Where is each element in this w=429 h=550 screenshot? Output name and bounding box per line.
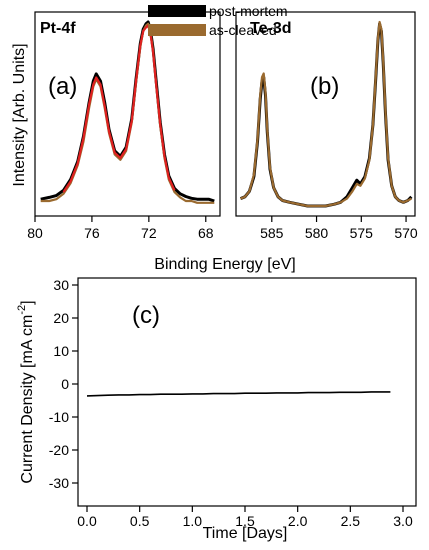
panel-b: 585 580 575 570 Te-3d (b) (235, 11, 418, 241)
panel-a-label: (a) (48, 73, 77, 100)
y-tick-label: -30 (49, 475, 69, 491)
series-line (62, 24, 176, 193)
panel-c-y-axis-label-main: Current Density [mA cm (19, 315, 36, 484)
y-tick-label: 10 (53, 343, 69, 359)
x-tick-label: 575 (350, 225, 374, 241)
x-tick-label: 72 (141, 225, 157, 241)
series-line (240, 20, 412, 208)
x-tick-label: 1.0 (183, 513, 203, 529)
panel-c-y-axis-label-sup: -2 (16, 305, 28, 315)
panel-c-frame (77, 277, 417, 507)
x-tick-label: 0.5 (130, 513, 150, 529)
panel-c-series (86, 391, 391, 397)
x-tick-label: 585 (260, 225, 284, 241)
x-tick-label: 580 (305, 225, 329, 241)
top-x-axis-label: Binding Energy [eV] (154, 256, 295, 273)
panel-a-frame (34, 11, 221, 217)
legend-entry-post-mortem: post-mortem (209, 3, 288, 19)
x-tick-label: 76 (84, 225, 100, 241)
y-tick-label: 0 (61, 376, 69, 392)
x-tick-label: 570 (394, 225, 418, 241)
panel-c-x-axis-label: Time [Days] (203, 525, 288, 542)
top-y-axis-label: Intensity [Arb. Units] (11, 43, 28, 186)
x-tick-label: 1.5 (235, 513, 255, 529)
legend-swatch-as-cleaved (148, 24, 206, 36)
x-tick-label: 2.0 (288, 513, 308, 529)
y-tick-label: -20 (49, 442, 69, 458)
legend: post-mortem as-cleaved (148, 3, 288, 38)
panel-b-series (239, 20, 413, 208)
panel-c-ticks: 0.0 0.5 1.0 1.5 2.0 2.5 3.0 30 20 10 0 -10 -20 -30 (49, 277, 413, 529)
y-tick-label: 20 (53, 310, 69, 326)
series-line (86, 391, 391, 397)
legend-swatch-post-mortem (148, 5, 206, 17)
y-tick-label: 30 (53, 277, 69, 293)
x-tick-label: 80 (27, 225, 43, 241)
panel-b-x-ticks: 585 580 575 570 (260, 216, 418, 241)
panel-b-frame (235, 11, 416, 217)
panel-a: 80 76 72 68 Pt-4f (a) (27, 11, 221, 241)
x-tick-label: 0.0 (77, 513, 97, 529)
panel-a-element-label: Pt-4f (40, 20, 76, 37)
panel-c: 0.0 0.5 1.0 1.5 2.0 2.5 3.0 30 20 10 0 -10 -20 -30 (c… (16, 277, 417, 542)
legend-entry-as-cleaved: as-cleaved (209, 22, 277, 38)
panel-a-series (40, 20, 215, 204)
panel-b-label: (b) (310, 73, 339, 100)
x-tick-label: 68 (198, 225, 214, 241)
series-line (40, 20, 215, 203)
panel-c-y-axis-label: Current Density [mA cm-2] (16, 300, 36, 483)
panel-c-label: (c) (132, 302, 160, 329)
panel-b-element-label: Te-3d (250, 20, 291, 37)
series-line (40, 22, 215, 204)
panel-a-x-ticks: 80 76 72 68 (27, 216, 214, 241)
panel-c-y-axis-label-end: ] (19, 300, 36, 304)
x-tick-label: 3.0 (393, 513, 413, 529)
y-tick-label: -10 (49, 409, 69, 425)
x-tick-label: 2.5 (341, 513, 361, 529)
